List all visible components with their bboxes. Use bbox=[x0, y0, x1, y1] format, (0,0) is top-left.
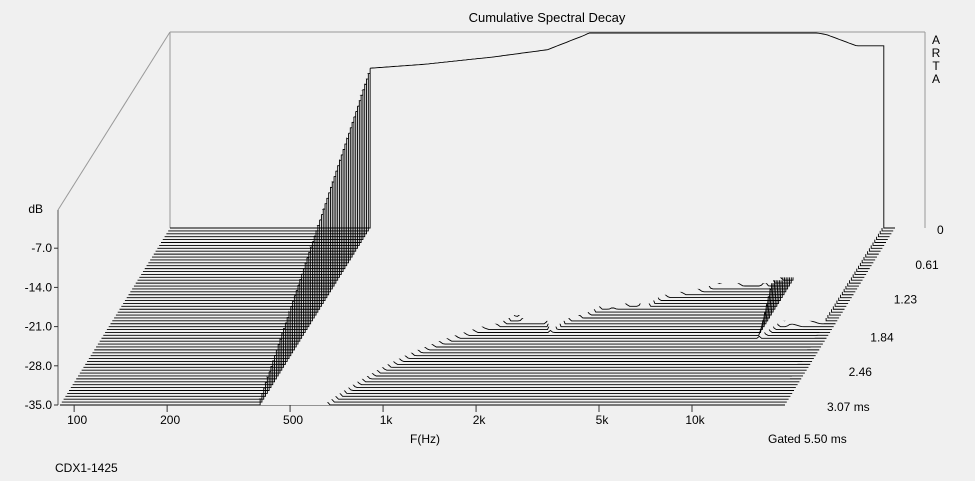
decay-slice bbox=[67, 372, 793, 394]
y-axis-label: dB bbox=[28, 202, 43, 216]
arta-watermark: R bbox=[932, 46, 941, 60]
x-tick-label: 2k bbox=[473, 413, 487, 427]
x-tick-label: 10k bbox=[685, 413, 705, 427]
x-tick-label: 100 bbox=[67, 413, 87, 427]
decay-slice bbox=[170, 32, 895, 229]
time-tick-label: 0.61 bbox=[915, 258, 939, 272]
x-axis-label: F(Hz) bbox=[410, 432, 440, 446]
arta-watermark: T bbox=[932, 59, 940, 73]
footer-label: CDX1-1425 bbox=[55, 461, 118, 475]
decay-slice bbox=[70, 361, 796, 389]
y-tick-label: -21.0 bbox=[25, 320, 53, 334]
chart-title: Cumulative Spectral Decay bbox=[469, 10, 626, 25]
decay-slice-line bbox=[76, 345, 802, 380]
decay-slice-line bbox=[70, 361, 796, 389]
decay-slice-line bbox=[60, 393, 785, 406]
x-tick-label: 500 bbox=[283, 413, 303, 427]
y-tick-label: -7.0 bbox=[31, 241, 52, 255]
time-tick-label: 1.84 bbox=[870, 330, 894, 344]
decay-slice bbox=[69, 366, 795, 391]
time-tick-label: 0 bbox=[937, 223, 944, 237]
arta-watermark: A bbox=[932, 33, 940, 47]
y-tick-label: -14.0 bbox=[25, 280, 53, 294]
decay-slice-line bbox=[170, 32, 895, 229]
decay-slice-line bbox=[63, 383, 789, 400]
gate-info: Gated 5.50 ms bbox=[768, 432, 847, 446]
decay-slice bbox=[60, 393, 785, 406]
decay-slice bbox=[65, 377, 791, 397]
y-tick-label: -35.0 bbox=[25, 398, 53, 412]
decay-slice-line bbox=[67, 372, 793, 394]
time-tick-label: 2.46 bbox=[849, 365, 873, 379]
decay-slice bbox=[76, 345, 802, 380]
y-tick-label: -28.0 bbox=[25, 359, 53, 373]
time-tick-label: 3.07 ms bbox=[827, 400, 870, 414]
decay-slice-line bbox=[61, 388, 787, 403]
decay-slice bbox=[61, 388, 787, 403]
frame-diagonal-edge bbox=[57, 31, 171, 211]
arta-watermark: A bbox=[932, 72, 940, 86]
time-tick-label: 1.23 bbox=[894, 293, 918, 307]
decay-slice-line bbox=[69, 366, 795, 391]
x-tick-label: 200 bbox=[160, 413, 180, 427]
decay-slice bbox=[63, 383, 789, 400]
decay-slice-line bbox=[65, 377, 791, 397]
x-tick-label: 5k bbox=[596, 413, 610, 427]
x-tick-label: 1k bbox=[380, 413, 394, 427]
